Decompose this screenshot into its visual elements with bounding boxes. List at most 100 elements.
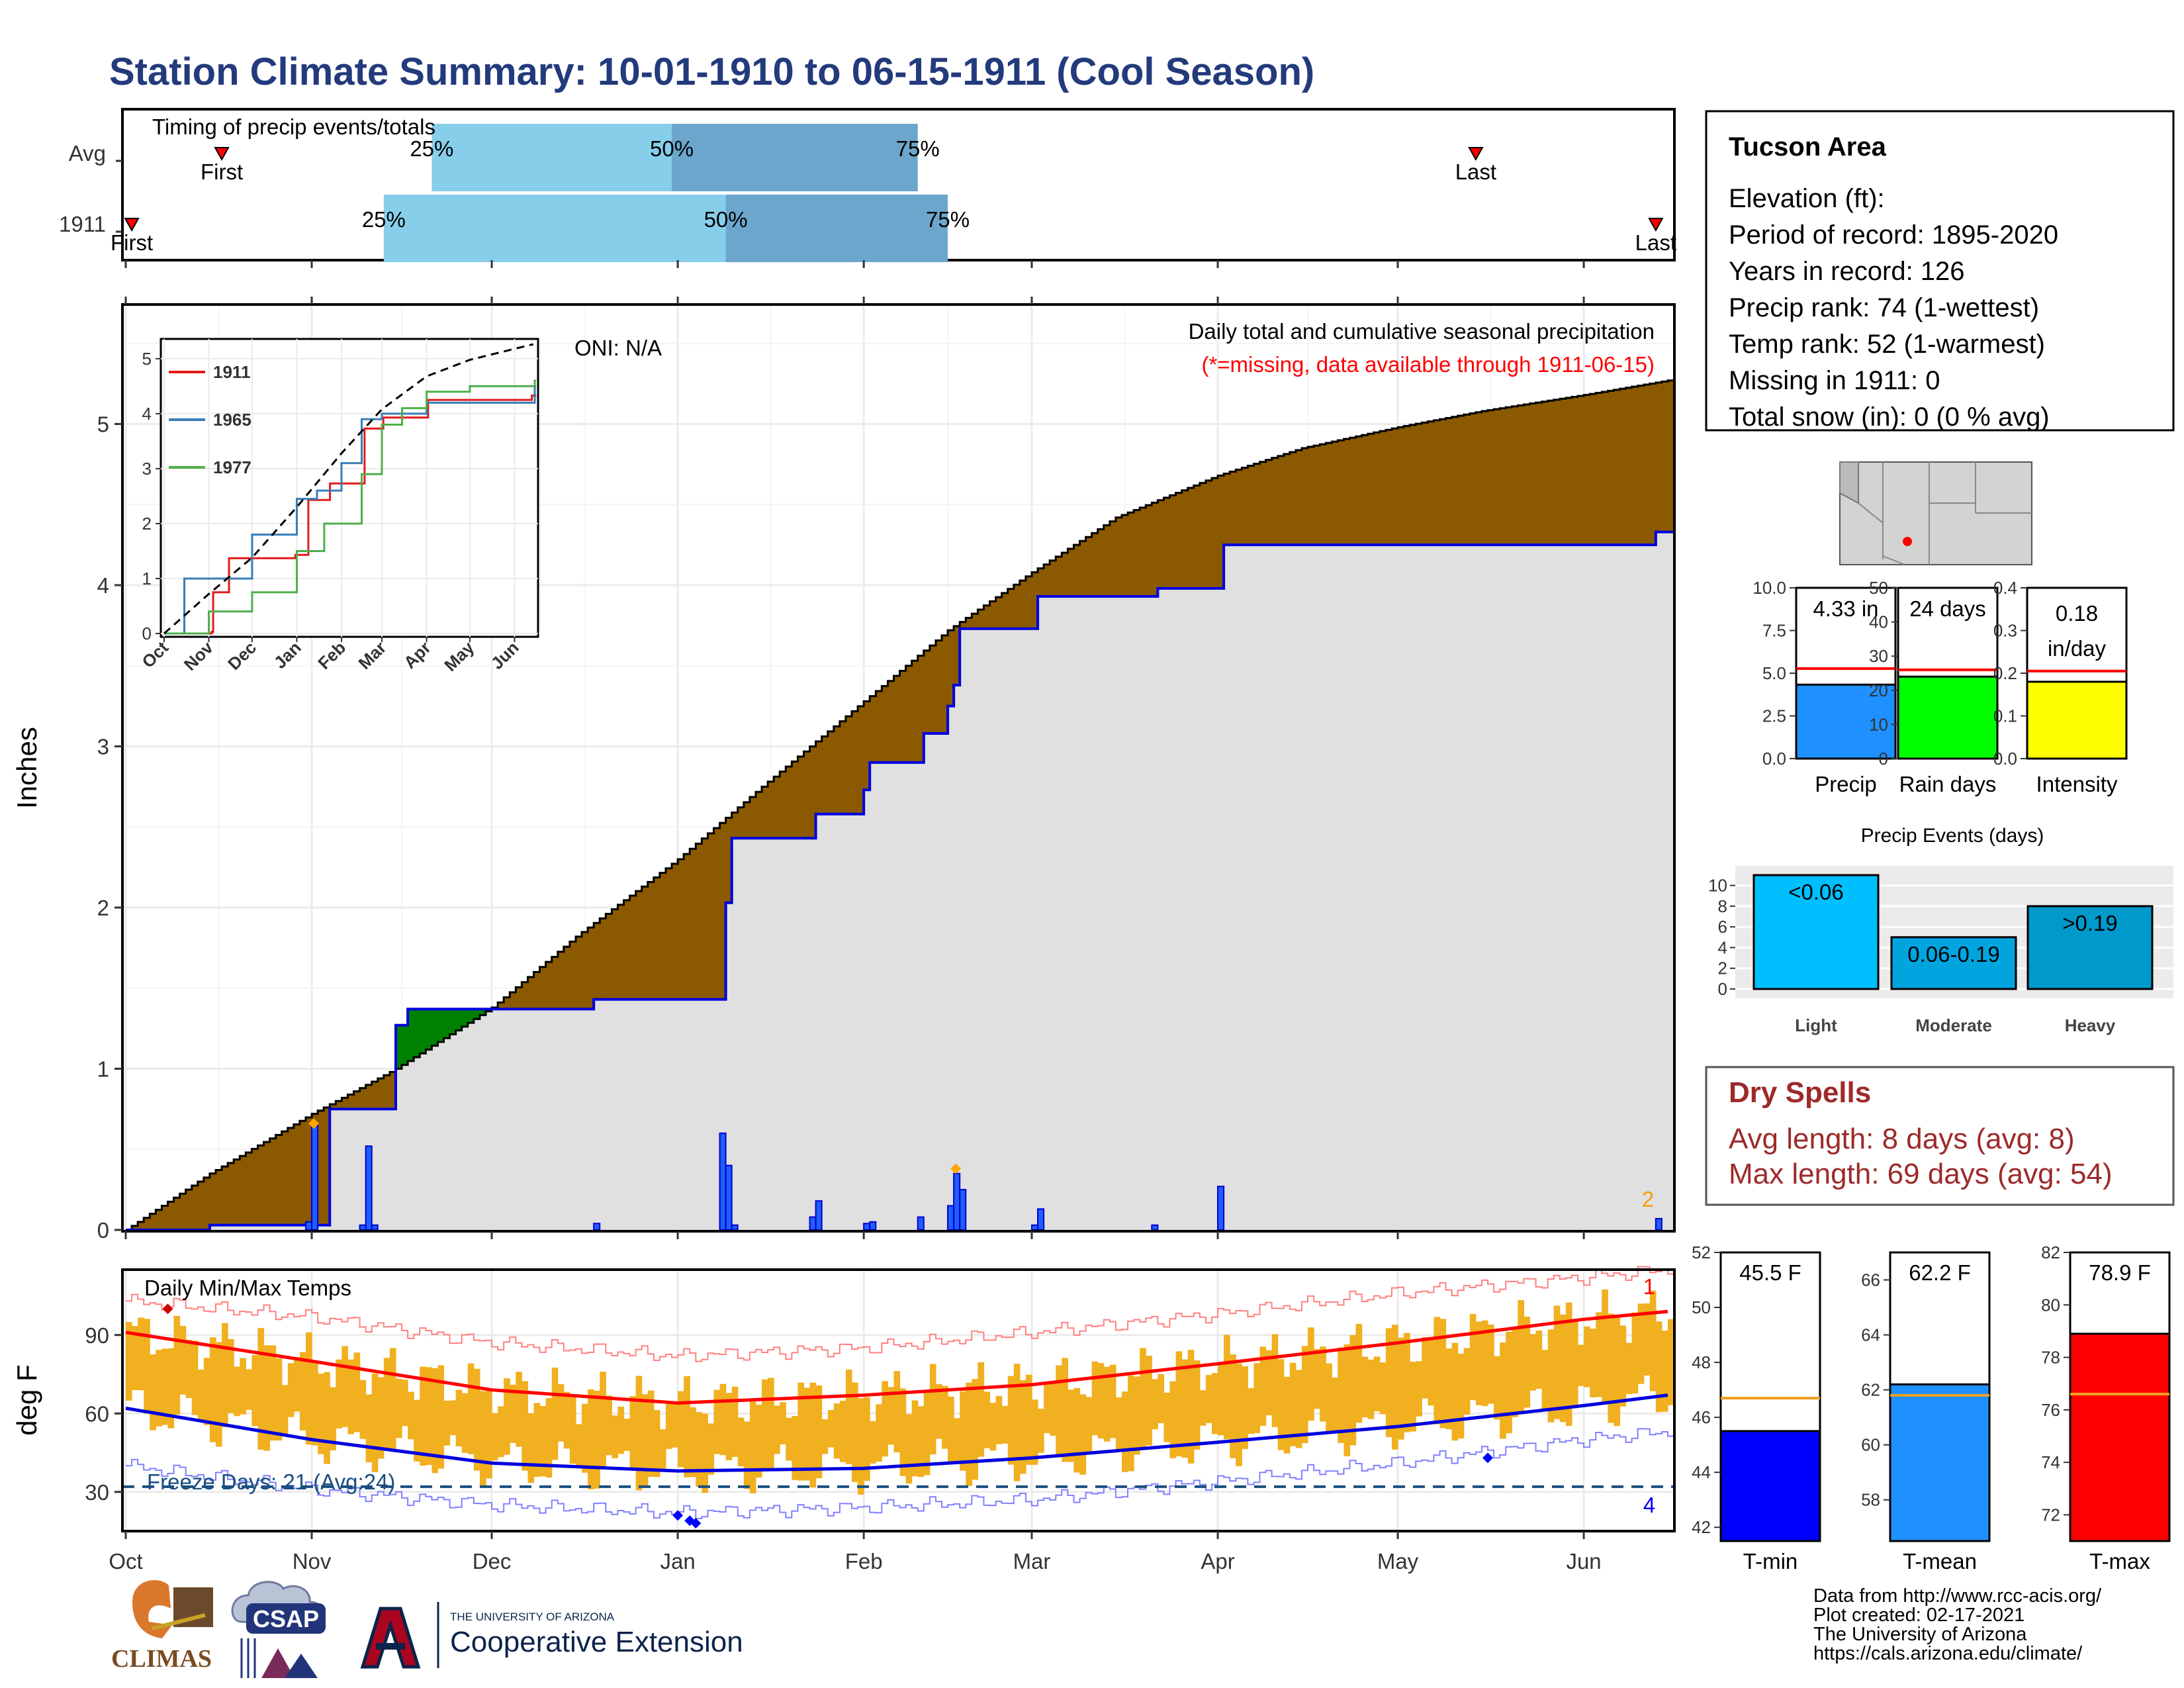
daily-temp-bar [522, 1381, 529, 1471]
daily-temp-bar [1283, 1376, 1291, 1454]
temp-summary-tick-label: 82 [2041, 1243, 2060, 1262]
daily-temp-bar [408, 1391, 414, 1440]
daily-temp-bar [275, 1358, 283, 1441]
daily-temp-bar [1349, 1335, 1357, 1446]
events-tick-label: 2 [1718, 959, 1727, 978]
precip-summary-tick-label: 0.1 [1993, 706, 2017, 726]
temp-summary-tick-label: 64 [1861, 1325, 1880, 1345]
deficit-band [1301, 448, 1308, 545]
ua-logo-small-text: THE UNIVERSITY OF ARIZONA [450, 1611, 615, 1623]
deficit-band [1584, 395, 1590, 545]
daily-temp-bar [954, 1418, 960, 1463]
temp-y-tick-label: 30 [85, 1480, 109, 1505]
station-line: Elevation (ft): [1729, 184, 1885, 213]
y-tick-label: 3 [97, 735, 109, 759]
daily-temp-bar [545, 1398, 553, 1477]
deficit-band [768, 781, 774, 839]
surplus-band [461, 1009, 469, 1027]
footer-line: Plot created: 02-17-2021 [1813, 1605, 2025, 1626]
timing-q75-label: 75% [926, 207, 970, 232]
deficit-band [858, 706, 864, 814]
station-line: Total snow (in): 0 (0 % avg) [1729, 402, 2050, 432]
deficit-band [1469, 413, 1477, 545]
daily-temp-bar [960, 1391, 966, 1471]
inset-legend-label: 1977 [213, 457, 251, 477]
events-tick-label: 4 [1718, 937, 1727, 957]
daily-temp-bar [1320, 1346, 1326, 1422]
deficit-band [1019, 581, 1026, 629]
events-bar [2026, 905, 2154, 990]
deficit-band [960, 622, 966, 629]
csap-logo-text: CSAP [253, 1605, 319, 1632]
daily-temp-bar [1500, 1342, 1506, 1439]
deficit-band [887, 680, 895, 763]
x-tick-label: Jan [660, 1549, 695, 1573]
daily-temp-bar [1013, 1364, 1021, 1481]
daily-temp-bar [809, 1382, 817, 1488]
deficit-band [1007, 588, 1015, 629]
inset-legend-label: 1911 [213, 362, 250, 382]
daily-temp-bar [852, 1382, 858, 1482]
deficit-band [1614, 389, 1621, 545]
daily-temp-bar [420, 1366, 426, 1466]
daily-precip-bar [371, 1224, 379, 1231]
deficit-band [1338, 440, 1345, 545]
station-info-box: Tucson Area Elevation (ft): Period of re… [1705, 110, 2175, 432]
freeze-days-label: Freeze Days: 21 (Avg:24) [147, 1470, 395, 1494]
deficit-band [1361, 435, 1369, 545]
daily-temp-bar [246, 1369, 252, 1410]
deficit-band [324, 1107, 330, 1225]
deficit-band [1068, 549, 1075, 597]
daily-temp-bar [365, 1394, 373, 1462]
surplus-band [408, 1009, 414, 1061]
daily-temp-bar [126, 1322, 132, 1401]
daily-temp-bar [1451, 1342, 1459, 1441]
deficit-band [234, 1159, 240, 1225]
temp-summary-tick-label: 48 [1692, 1352, 1711, 1372]
daily-temp-bar [263, 1345, 271, 1451]
avg-min-line [125, 1393, 1668, 1473]
temp-summary-label: T-mean [1903, 1549, 1977, 1573]
daily-temp-bar [144, 1319, 150, 1414]
deficit-band [1451, 416, 1459, 545]
daily-temp-bar [1134, 1376, 1140, 1455]
deficit-band [281, 1131, 289, 1225]
daily-temp-bar [1211, 1373, 1218, 1434]
daily-temp-bar [941, 1385, 948, 1449]
timing-first-marker [214, 147, 230, 162]
deficit-band [1163, 497, 1171, 588]
temp-summary-label: T-min [1743, 1549, 1798, 1573]
deficit-band [1001, 592, 1009, 629]
daily-temp-bar [1158, 1374, 1165, 1423]
daily-temp-bar [1253, 1363, 1261, 1434]
daily-temp-bar [1326, 1363, 1332, 1432]
deficit-band [389, 1072, 396, 1109]
deficit-band [839, 721, 846, 814]
daily-temp-bar [1193, 1360, 1201, 1450]
daily-temp-bar [623, 1419, 631, 1451]
daily-temp-bar [359, 1380, 367, 1439]
daily-temp-bar [1031, 1399, 1038, 1465]
station-name: Tucson Area [1729, 132, 1887, 162]
daily-temp-bar [923, 1389, 931, 1476]
daily-temp-bar [1001, 1405, 1009, 1444]
deficit-band [641, 886, 649, 1000]
deficit-band [966, 618, 972, 629]
deficit-band [647, 882, 655, 1000]
deficit-band [330, 1104, 336, 1109]
deficit-band [1602, 391, 1608, 545]
record-temp-marker [690, 1518, 702, 1529]
deficit-band [557, 951, 565, 1009]
deficit-band [684, 854, 690, 1000]
record-max-line [126, 1266, 1674, 1362]
deficit-band [588, 927, 594, 1009]
deficit-band [1625, 387, 1633, 545]
daily-temp-bar [395, 1378, 402, 1438]
daily-temp-bar [293, 1357, 300, 1412]
x-tick-label: Mar [1013, 1549, 1051, 1573]
deficit-band [551, 957, 559, 1009]
deficit-band [600, 918, 606, 1000]
daily-precip-bar [731, 1224, 739, 1231]
deficit-band [983, 605, 991, 629]
